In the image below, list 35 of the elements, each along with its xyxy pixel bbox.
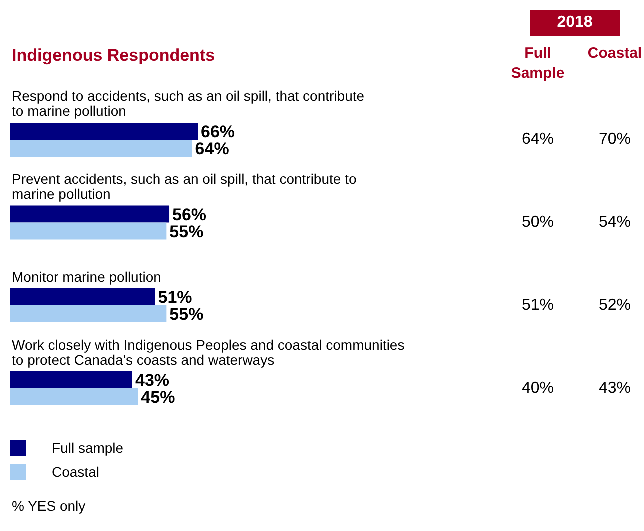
chart-title: Indigenous Respondents	[12, 46, 216, 66]
text: 50%	[520, 214, 556, 232]
text: 54%	[598, 214, 632, 232]
legend-label: Full sample	[51, 440, 124, 456]
y-tick-label: Prevent accidents, such as an oil spill, that contribute to marine pollution	[12, 171, 358, 202]
y-tick-label: Monitor marine pollution	[12, 268, 162, 285]
text: % YES only	[12, 498, 86, 514]
text: 64%	[520, 131, 556, 150]
text: Full Sample	[510, 44, 566, 84]
text: 43%	[598, 380, 632, 398]
text: 51%	[520, 296, 556, 315]
bar	[10, 123, 198, 140]
bar	[10, 306, 167, 322]
data-label: 55%	[170, 222, 204, 242]
data-label: 51%	[158, 288, 192, 308]
data-label: 55%	[170, 305, 204, 324]
data-label: 56%	[172, 205, 207, 224]
text: 70%	[598, 131, 632, 150]
bar	[10, 371, 132, 388]
legend-label: Coastal	[51, 464, 100, 480]
data-label: 43%	[135, 370, 170, 390]
text: 2018	[530, 10, 620, 36]
data-label: 64%	[195, 140, 230, 159]
bar	[10, 388, 138, 406]
bar	[10, 288, 156, 306]
y-tick-label: Respond to accidents, such as an oil spill, that contribute to marine pollution	[12, 88, 366, 120]
text: 40%	[520, 380, 556, 398]
data-label: 66%	[201, 122, 236, 142]
y-tick-label: Work closely with Indigenous Peoples and coastal communities to protect Canada's coasts and waterways	[12, 336, 406, 368]
data-label: 45%	[141, 388, 176, 407]
text: 52%	[598, 296, 632, 315]
bar	[10, 206, 170, 223]
text: Coastal	[586, 44, 644, 64]
bar	[10, 140, 192, 157]
bar	[10, 222, 167, 240]
